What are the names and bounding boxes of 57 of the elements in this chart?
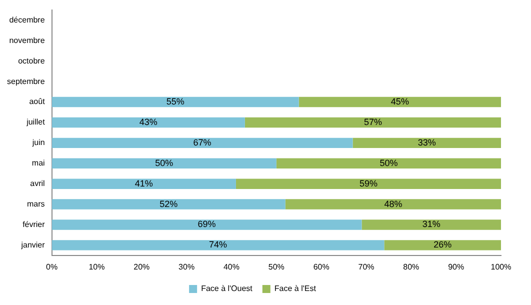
data-label: 59% bbox=[359, 178, 378, 188]
y-tick-label: février bbox=[22, 220, 46, 229]
bar bbox=[52, 158, 276, 168]
data-label: 48% bbox=[384, 198, 402, 209]
x-tick-label: 90% bbox=[448, 262, 464, 272]
y-tick-label: novembre bbox=[9, 36, 46, 45]
x-tick-label: 10% bbox=[88, 262, 105, 272]
bar bbox=[52, 96, 299, 108]
x-tick-label: 50% bbox=[268, 262, 284, 272]
data-label: 74% bbox=[208, 240, 228, 250]
x-tick-label: 100% bbox=[490, 262, 512, 272]
x-tick-label: 0% bbox=[46, 262, 58, 272]
bar bbox=[298, 96, 501, 108]
data-label: 69% bbox=[198, 219, 216, 230]
bar bbox=[362, 220, 501, 230]
bar bbox=[244, 117, 501, 128]
data-label: 45% bbox=[390, 96, 409, 107]
x-tick-label: 30% bbox=[178, 262, 195, 272]
data-label: 50% bbox=[380, 158, 398, 168]
y-tick-label: mai bbox=[32, 158, 46, 168]
y-tick-label: mars bbox=[27, 199, 45, 208]
bar bbox=[236, 178, 501, 189]
y-tick-label: décembre bbox=[9, 15, 46, 24]
y-tick-label: avril bbox=[30, 179, 46, 188]
bar bbox=[52, 199, 286, 210]
data-label: 31% bbox=[422, 219, 440, 230]
x-tick-label: 20% bbox=[134, 262, 150, 272]
bar bbox=[285, 199, 501, 210]
data-label: 50% bbox=[155, 158, 174, 168]
bar bbox=[384, 240, 501, 250]
y-tick-label: juillet bbox=[26, 118, 46, 127]
bar bbox=[52, 240, 384, 250]
data-label: 67% bbox=[193, 137, 212, 148]
y-tick-label: juin bbox=[31, 138, 45, 148]
bar bbox=[352, 138, 501, 148]
y-tick-label: août bbox=[29, 97, 46, 106]
bar bbox=[276, 158, 501, 168]
data-label: 55% bbox=[166, 96, 184, 107]
x-tick-label: 60% bbox=[313, 262, 330, 272]
bar bbox=[52, 138, 353, 148]
y-tick-label: septembre bbox=[7, 76, 46, 86]
x-tick-label: 80% bbox=[403, 262, 420, 272]
bar bbox=[52, 178, 236, 189]
bar bbox=[52, 220, 362, 230]
bar bbox=[52, 117, 245, 128]
x-tick-label: 40% bbox=[223, 262, 240, 272]
y-tick-label: octobre bbox=[18, 56, 46, 66]
data-label: 43% bbox=[139, 116, 158, 127]
data-label: 52% bbox=[160, 198, 178, 209]
data-label: 26% bbox=[434, 240, 452, 250]
data-label: 33% bbox=[418, 137, 436, 148]
data-label: 57% bbox=[364, 116, 382, 127]
legend-label: Face à l'Est bbox=[274, 284, 317, 294]
y-tick-label: janvier bbox=[20, 240, 46, 250]
x-tick-label: 70% bbox=[358, 262, 374, 272]
legend-label: Face à l'Ouest bbox=[201, 284, 254, 294]
data-label: 41% bbox=[134, 178, 153, 188]
